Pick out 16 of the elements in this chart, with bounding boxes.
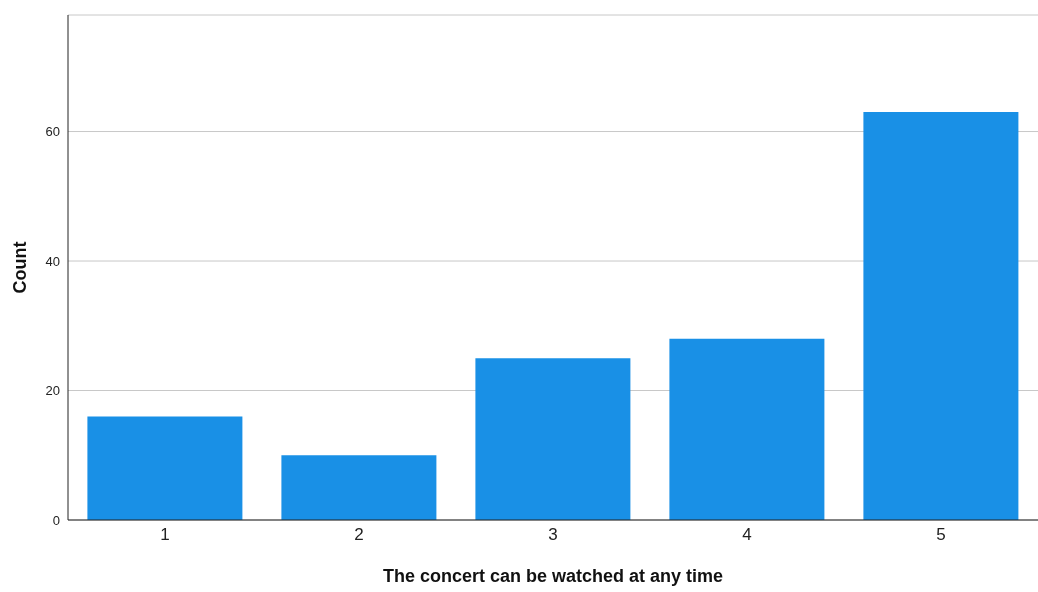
y-tick-label: 20 (45, 383, 60, 399)
y-tick-label: 40 (45, 253, 60, 269)
x-tick-label: 5 (936, 525, 946, 545)
x-axis-title: The concert can be watched at any time (382, 566, 724, 586)
bar (669, 338, 825, 520)
y-tick-label: 0 (52, 512, 60, 528)
x-tick-label: 3 (548, 525, 558, 545)
y-axis-title: Count (10, 241, 31, 294)
bar (863, 112, 1019, 520)
bar (87, 416, 243, 520)
x-tick-label: 2 (354, 525, 364, 545)
x-tick-label: 1 (160, 525, 170, 545)
x-tick-label: 4 (742, 525, 752, 545)
y-tick-label: 60 (45, 124, 60, 140)
bar (281, 455, 437, 520)
bar (475, 358, 631, 520)
